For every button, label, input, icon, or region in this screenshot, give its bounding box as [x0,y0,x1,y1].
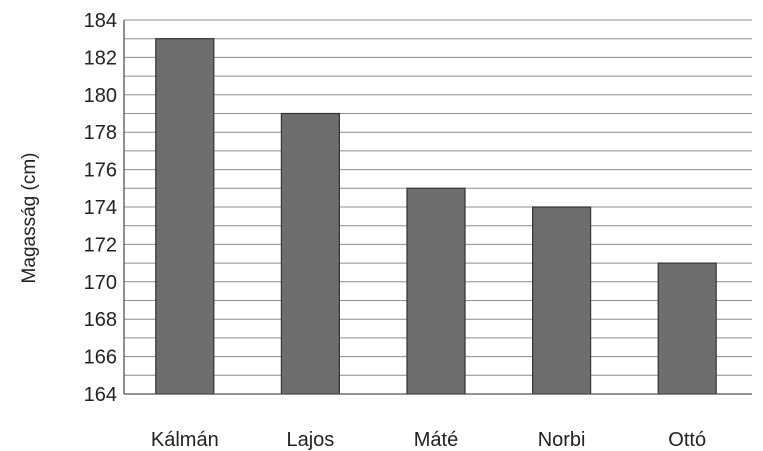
y-tick-label: 182 [84,47,117,69]
y-tick-label: 172 [84,234,117,256]
bar [531,206,592,395]
x-tick-label: Lajos [286,429,334,451]
bars [155,38,717,395]
bar [406,187,466,395]
y-tick-label: 168 [84,309,117,331]
y-tick-label: 178 [84,122,117,144]
bar [155,38,215,395]
y-tick-label: 180 [84,85,117,107]
bar [657,262,717,395]
y-axis-title: Magasság (cm) [19,153,40,284]
gridlines [124,19,752,395]
y-tick-label: 176 [84,160,117,182]
x-tick-label: Máté [414,429,458,451]
bar [280,112,340,395]
y-tick-label: 184 [84,10,117,32]
y-tick-label: 170 [84,272,117,294]
x-tick-label: Norbi [538,429,586,451]
x-tick-label: Ottó [668,429,706,451]
x-tick-label: Kálmán [151,429,219,451]
y-tick-label: 174 [84,197,117,219]
axes [123,20,752,395]
y-tick-label: 166 [84,347,117,369]
y-tick-label: 164 [84,384,117,406]
labels: 164 166 168 170 172 174 176 178 180 182 184 Kálmán L… [84,10,706,451]
